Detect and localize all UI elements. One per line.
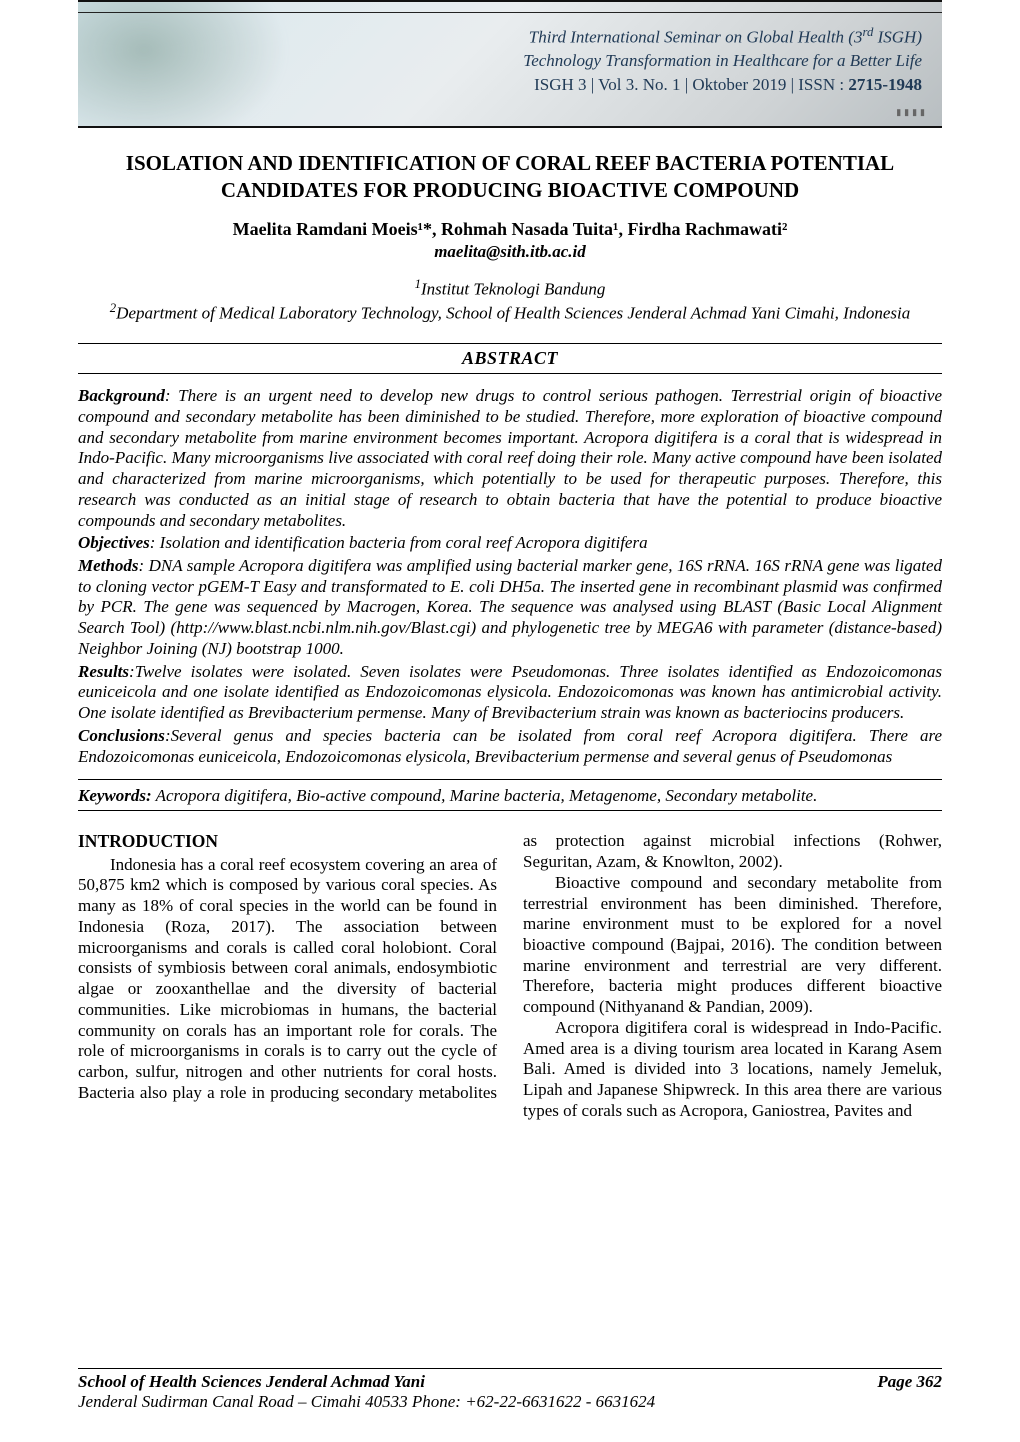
keywords-rule-top [78, 779, 942, 780]
abstract-conclusions-text: :Several genus and species bacteria can … [78, 726, 942, 766]
abstract-objectives: Objectives: Isolation and identification… [78, 533, 942, 554]
banner-line-2: Technology Transformation in Healthcare … [523, 49, 922, 73]
abstract-objectives-text: : Isolation and identification bacteria … [150, 533, 648, 552]
abstract-background-label: Background [78, 386, 165, 405]
abstract-results: Results:Twelve isolates were isolated. S… [78, 662, 942, 724]
footer-page-number: 362 [917, 1372, 943, 1391]
abstract-background: Background: There is an urgent need to d… [78, 386, 942, 531]
banner-line1-tail: ISGH) [873, 28, 922, 47]
title-line-2: CANDIDATES FOR PRODUCING BIOACTIVE COMPO… [78, 177, 942, 204]
abstract-methods-text: : DNA sample Acropora digitifera was amp… [78, 556, 942, 658]
authors: Maelita Ramdani Moeis¹*, Rohmah Nasada T… [78, 219, 942, 240]
affil2-text: Department of Medical Laboratory Technol… [116, 304, 910, 323]
header-banner: Third International Seminar on Global He… [78, 0, 942, 128]
section-heading-introduction: INTRODUCTION [78, 831, 497, 852]
footer-page-label: Page [877, 1372, 916, 1391]
affil1-text: Institut Teknologi Bandung [421, 279, 606, 298]
footer-address: Jenderal Sudirman Canal Road – Cimahi 40… [78, 1392, 942, 1412]
keywords-rule-bottom [78, 810, 942, 811]
banner-issn: 2715-1948 [848, 75, 922, 94]
intro-para-3: Acropora digitifera coral is widespread … [523, 1018, 942, 1122]
abstract-objectives-label: Objectives [78, 533, 150, 552]
keywords: Keywords: Acropora digitifera, Bio-activ… [78, 786, 942, 806]
banner-line1-main: Third International Seminar on Global He… [529, 28, 863, 47]
title-line-1: ISOLATION AND IDENTIFICATION OF CORAL RE… [78, 150, 942, 177]
corresponding-email: maelita@sith.itb.ac.id [78, 242, 942, 262]
page: Third International Seminar on Global He… [0, 0, 1020, 1442]
banner-line-3: ISGH 3 | Vol 3. No. 1 | Oktober 2019 | I… [523, 73, 922, 97]
abstract-methods: Methods: DNA sample Acropora digitifera … [78, 556, 942, 660]
intro-para-2: Bioactive compound and secondary metabol… [523, 873, 942, 1018]
spacer [78, 769, 942, 779]
abstract-methods-label: Methods [78, 556, 138, 575]
abstract-heading: ABSTRACT [462, 348, 558, 368]
footer-school: School of Health Sciences Jenderal Achma… [78, 1372, 425, 1392]
banner-text: Third International Seminar on Global He… [523, 24, 922, 97]
paper-title: ISOLATION AND IDENTIFICATION OF CORAL RE… [78, 150, 942, 205]
banner-rule [78, 12, 942, 13]
footer-page: Page 362 [877, 1372, 942, 1392]
body-section: INTRODUCTION Indonesia has a coral reef … [78, 831, 942, 1121]
banner-issn-prefix: ISGH 3 | Vol 3. No. 1 | Oktober 2019 | I… [534, 75, 848, 94]
abstract-heading-box: ABSTRACT [78, 343, 942, 374]
abstract-results-label: Results [78, 662, 129, 681]
banner-line1-sup: rd [862, 25, 873, 39]
banner-line-1: Third International Seminar on Global He… [523, 24, 922, 49]
abstract-results-text: :Twelve isolates were isolated. Seven is… [78, 662, 942, 722]
abstract-body: Background: There is an urgent need to d… [78, 386, 942, 767]
abstract-conclusions: Conclusions:Several genus and species ba… [78, 726, 942, 767]
page-footer: School of Health Sciences Jenderal Achma… [78, 1368, 942, 1412]
abstract-background-text: : There is an urgent need to develop new… [78, 386, 942, 529]
banner-corner-mark: ▮▮▮▮ [896, 107, 928, 118]
keywords-label: Keywords: [78, 786, 152, 805]
footer-line-1: School of Health Sciences Jenderal Achma… [78, 1372, 942, 1392]
affiliation-1: 1Institut Teknologi Bandung [78, 276, 942, 301]
keywords-text: Acropora digitifera, Bio-active compound… [152, 786, 818, 805]
affiliation-2: 2Department of Medical Laboratory Techno… [78, 300, 942, 325]
two-column-body: INTRODUCTION Indonesia has a coral reef … [78, 831, 942, 1121]
footer-rule [78, 1368, 942, 1369]
abstract-conclusions-label: Conclusions [78, 726, 165, 745]
